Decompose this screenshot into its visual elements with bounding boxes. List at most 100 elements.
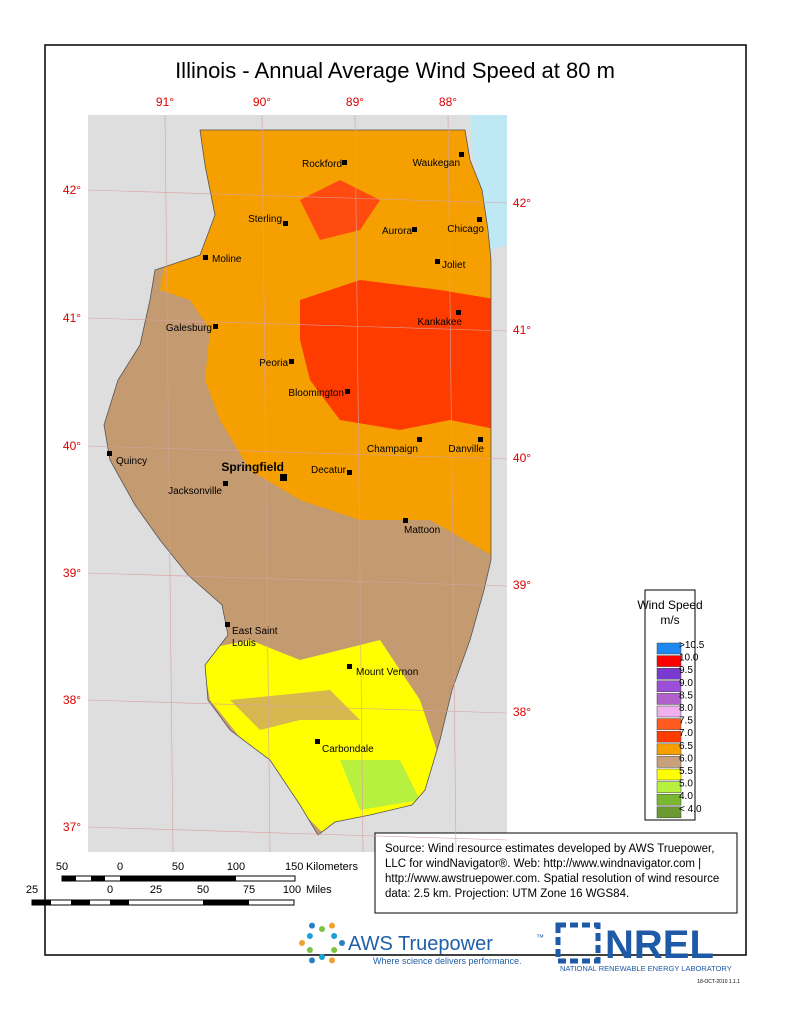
legend-label: 6.5 [679,741,693,752]
legend-title: Wind Speed [637,598,702,612]
logo-dot [319,954,325,960]
city-label: Waukegan [413,158,460,169]
city-label: Champaign [367,444,418,455]
city-label: Jacksonville [168,486,222,497]
city-marker [342,160,347,165]
city-label: Decatur [311,465,347,476]
city-marker [403,518,408,523]
city-label: Peoria [259,358,288,369]
logo-dot [306,933,313,939]
source-text: http://www.awstruepower.com. Spatial res… [385,873,719,885]
scale-label: 100 [283,884,301,896]
logo-dot [329,957,335,964]
legend-swatch [656,667,682,680]
city-label: Mattoon [404,525,440,536]
graticule [87,826,508,841]
legend-label: >10.5 [679,640,705,651]
logo-dot [331,933,338,939]
aws-logo: AWS Truepower [348,933,493,955]
logo-dot [309,957,315,964]
scale-segment [91,876,105,881]
legend-swatch [656,680,682,693]
longitude-label: 89° [346,95,364,109]
city-label: Joliet [442,260,466,271]
graticule [87,699,508,714]
city-label: Chicago [447,224,484,235]
logo-dot [339,940,345,946]
title: Illinois - Annual Average Wind Speed at … [175,58,615,83]
latitude-label: 39° [63,566,81,580]
legend-swatch [656,806,682,819]
logo-dot [299,940,305,946]
legend-label: 5.0 [679,779,693,790]
aws-tagline: Where science delivers performance. [373,956,522,966]
legend-swatch [656,730,682,743]
source-text: data: 2.5 km. Projection: UTM Zone 16 WG… [385,888,629,900]
scale-label: 50 [56,861,68,873]
city-label: Louis [232,638,256,649]
source-box [374,832,738,914]
scale-label: 0 [107,884,113,896]
legend-label: 6.0 [679,753,693,764]
lake-michigan [470,115,507,250]
source-text: LLC for windNavigator®. Web: http://www.… [385,858,701,870]
city-marker [456,310,461,315]
city-label: Rockford [302,159,342,170]
legend-label: 5.5 [679,766,693,777]
graticule [447,114,457,853]
scale-label: 150 [285,861,303,873]
scale-segment [120,876,178,881]
city-label: Galesburg [166,323,212,334]
legend-swatch [656,756,682,768]
city-marker [478,437,483,442]
legend-swatch [656,793,682,806]
city-marker [280,474,287,481]
graticule [87,317,508,332]
legend-label: 4.0 [679,791,693,802]
legend-label: 9.5 [679,665,693,676]
legend-swatch [656,642,682,655]
city-label: Bloomington [288,388,344,399]
legend-swatch [656,705,682,718]
city-marker [225,622,230,627]
city-marker [213,324,218,329]
city-label: Sterling [248,214,282,225]
nrel-name: NATIONAL RENEWABLE ENERGY LABORATORY [560,964,732,973]
legend-label: 10.0 [679,653,699,664]
latitude-label: 40° [513,451,531,465]
legend-label: 8.5 [679,690,693,701]
scale-label: 25 [26,884,38,896]
city-label: Mount Vernon [356,667,418,678]
legend-label: 7.5 [679,716,693,727]
graticule [87,572,508,587]
aws-tm: ™ [536,933,544,942]
city-label: Carbondale [322,744,374,755]
scale-label: 50 [172,861,184,873]
longitude-label: 91° [156,95,174,109]
logo-dot [331,947,338,953]
latitude-label: 41° [63,311,81,325]
legend-swatch [656,768,682,781]
city-label: Springfield [221,460,284,474]
legend-swatch [656,743,682,756]
city-marker [289,359,294,364]
scale-unit: Kilometers [306,861,358,873]
city-marker [417,437,422,442]
source-text: Source: Wind resource estimates develope… [385,843,714,855]
city-marker [107,451,112,456]
city-marker [315,739,320,744]
logo-dot [309,922,315,929]
city-marker [435,259,440,264]
scale-label: 50 [197,884,209,896]
legend-label: 8.0 [679,703,693,714]
graticule [261,114,271,853]
legend-unit: m/s [660,613,679,627]
scale-label: 100 [227,861,245,873]
scale-label: 75 [243,884,255,896]
city-label: Quincy [116,456,147,467]
latitude-label: 41° [513,323,531,337]
city-marker [477,217,482,222]
city-marker [412,227,417,232]
latitude-label: 39° [513,578,531,592]
